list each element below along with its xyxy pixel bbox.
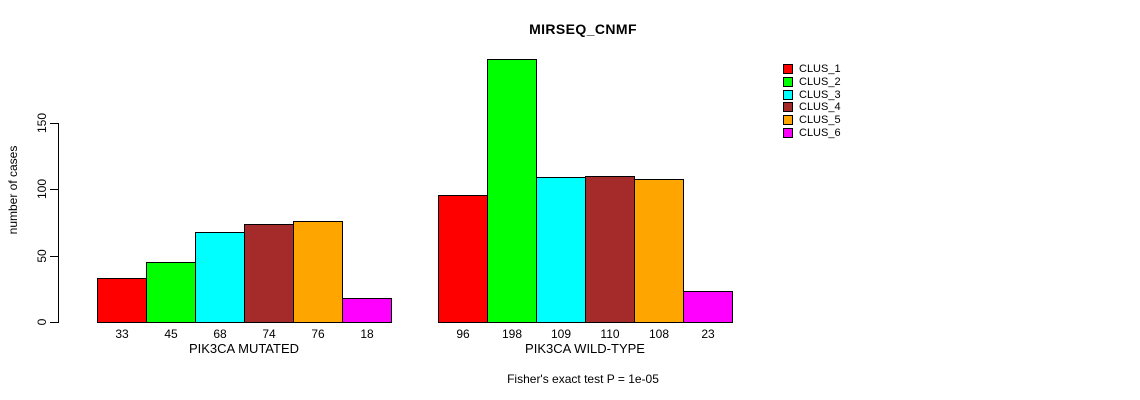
legend-label: CLUS_5 [799, 114, 841, 127]
legend-item: CLUS_1 [783, 63, 841, 75]
bar-value-label: 76 [311, 327, 325, 341]
legend-item: CLUS_4 [783, 101, 841, 114]
bar-value-label: 109 [550, 327, 572, 341]
bar-value-label: 33 [115, 327, 129, 341]
legend-swatch [783, 102, 793, 113]
legend-label: CLUS_2 [799, 75, 841, 88]
bar-clus_6 [683, 291, 733, 323]
legend-swatch [783, 115, 793, 126]
legend-swatch [783, 76, 793, 87]
legend-label: CLUS_4 [799, 101, 841, 114]
legend-swatch [783, 64, 793, 74]
group-label-mutated: PIK3CA MUTATED [188, 341, 300, 356]
group-label-wildtype: PIK3CA WILD-TYPE [525, 341, 645, 356]
bar-value-label: 18 [360, 327, 374, 341]
legend-item: CLUS_3 [783, 88, 841, 101]
y-tick [50, 123, 58, 124]
bar-value-label: 198 [501, 327, 523, 341]
bar-clus_1 [97, 278, 147, 323]
legend-item: CLUS_2 [783, 75, 841, 88]
bar-clus_2 [146, 262, 196, 323]
legend-item: CLUS_6 [783, 126, 841, 139]
fisher-test-annotation: Fisher's exact test P = 1e-05 [507, 372, 659, 386]
y-axis-label: number of cases [6, 145, 20, 235]
chart-title: MIRSEQ_CNMF [529, 21, 637, 37]
legend: CLUS_1 CLUS_2 CLUS_3 CLUS_4 CLUS_5 CLUS_6 [783, 64, 841, 141]
y-tick [50, 255, 58, 257]
legend-item: CLUS_5 [783, 114, 841, 127]
bar-value-label: 110 [600, 327, 620, 341]
bar-value-label: 74 [262, 327, 276, 341]
bar-clus_5 [293, 221, 343, 323]
bar-clus_2 [487, 59, 537, 323]
y-axis-line [58, 123, 59, 323]
bar-clus_4 [585, 176, 635, 323]
bar-clus_3 [195, 231, 245, 323]
bar-clus_1 [438, 194, 488, 323]
bar-value-label: 108 [648, 327, 670, 341]
y-tick-label: 150 [35, 112, 49, 134]
bar-value-label: 23 [701, 327, 715, 341]
legend-swatch [783, 127, 793, 138]
bar-clus_3 [536, 177, 586, 323]
legend-label: CLUS_3 [799, 88, 841, 101]
bar-clus_6 [342, 298, 392, 323]
legend-label: CLUS_1 [799, 63, 841, 75]
bar-value-label: 96 [456, 327, 470, 341]
y-tick [50, 189, 58, 191]
bar-value-label: 68 [213, 327, 227, 341]
y-tick-label: 50 [35, 248, 49, 263]
y-tick-label: 100 [35, 179, 49, 200]
y-tick-label: 0 [35, 318, 49, 326]
legend-swatch [783, 89, 793, 100]
bar-clus_5 [634, 178, 684, 323]
y-tick [50, 322, 58, 323]
bar-clus_4 [244, 223, 294, 323]
legend-label: CLUS_6 [799, 126, 841, 139]
bar-value-label: 45 [164, 327, 178, 341]
